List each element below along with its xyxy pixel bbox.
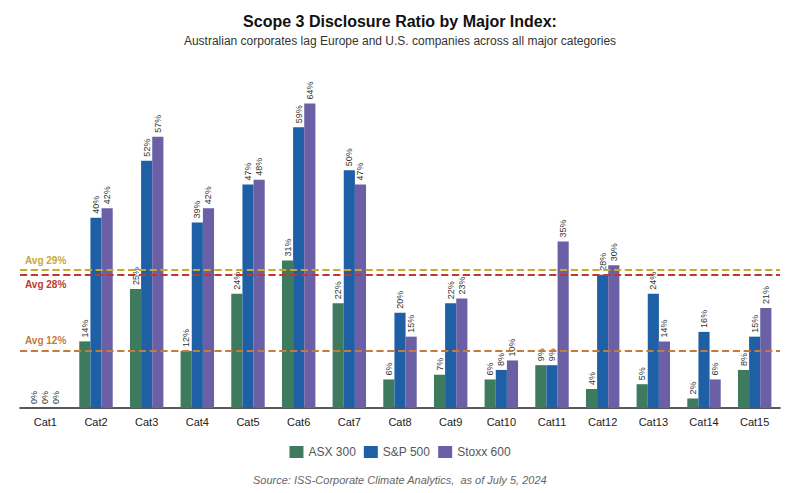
- svg-text:Stoxx 600: Stoxx 600: [457, 445, 511, 459]
- svg-text:22%: 22%: [333, 281, 343, 299]
- svg-text:15%: 15%: [406, 315, 416, 333]
- svg-text:Cat14: Cat14: [689, 416, 718, 428]
- svg-text:Avg 28%: Avg 28%: [25, 279, 66, 290]
- svg-text:48%: 48%: [254, 158, 264, 176]
- svg-text:15%: 15%: [750, 315, 760, 333]
- svg-text:Cat13: Cat13: [639, 416, 668, 428]
- svg-text:6%: 6%: [384, 362, 394, 375]
- svg-text:S&P 500: S&P 500: [383, 445, 430, 459]
- svg-text:Cat7: Cat7: [338, 416, 361, 428]
- svg-text:31%: 31%: [283, 239, 293, 257]
- svg-text:0%: 0%: [29, 391, 39, 404]
- svg-text:Cat11: Cat11: [538, 416, 567, 428]
- svg-text:42%: 42%: [203, 186, 213, 204]
- svg-text:20%: 20%: [395, 291, 405, 309]
- svg-text:7%: 7%: [435, 358, 445, 371]
- svg-text:9%: 9%: [547, 348, 557, 362]
- svg-text:24%: 24%: [648, 271, 659, 290]
- svg-text:Cat6: Cat6: [287, 416, 310, 428]
- svg-text:Avg 29%: Avg 29%: [25, 255, 66, 266]
- svg-text:24%: 24%: [231, 271, 242, 290]
- svg-text:23%: 23%: [457, 277, 467, 295]
- svg-text:14%: 14%: [80, 319, 90, 337]
- svg-text:Scope 3 Disclosure Ratio by Ma: Scope 3 Disclosure Ratio by Major Index:: [243, 13, 557, 30]
- svg-text:Cat8: Cat8: [388, 416, 411, 428]
- svg-text:Cat2: Cat2: [84, 416, 107, 428]
- svg-text:Cat3: Cat3: [135, 416, 158, 428]
- svg-text:8%: 8%: [496, 353, 506, 366]
- svg-text:57%: 57%: [153, 115, 163, 133]
- svg-text:Cat10: Cat10: [487, 416, 516, 428]
- svg-text:42%: 42%: [102, 186, 112, 204]
- svg-text:0%: 0%: [51, 391, 61, 404]
- svg-text:14%: 14%: [659, 319, 669, 337]
- svg-text:Cat5: Cat5: [236, 416, 259, 428]
- svg-text:59%: 59%: [294, 105, 304, 123]
- svg-text:6%: 6%: [710, 362, 720, 375]
- svg-text:5%: 5%: [637, 367, 647, 380]
- svg-text:8%: 8%: [739, 353, 749, 366]
- svg-text:6%: 6%: [485, 362, 495, 375]
- svg-text:52%: 52%: [142, 139, 152, 157]
- svg-text:Cat4: Cat4: [186, 416, 209, 428]
- svg-text:64%: 64%: [305, 82, 315, 100]
- svg-text:35%: 35%: [558, 219, 568, 237]
- svg-text:16%: 16%: [699, 310, 709, 328]
- svg-text:39%: 39%: [192, 200, 202, 218]
- svg-text:30%: 30%: [609, 243, 619, 261]
- svg-text:Avg 12%: Avg 12%: [25, 335, 66, 346]
- svg-text:Cat12: Cat12: [588, 416, 617, 428]
- svg-text:50%: 50%: [344, 148, 354, 166]
- svg-text:40%: 40%: [91, 196, 101, 214]
- svg-text:47%: 47%: [243, 162, 253, 180]
- svg-text:9%: 9%: [535, 348, 546, 362]
- svg-text:Cat15: Cat15: [740, 416, 769, 428]
- svg-text:10%: 10%: [507, 338, 517, 356]
- svg-text:28%: 28%: [598, 253, 608, 271]
- svg-text:0%: 0%: [40, 391, 50, 404]
- svg-text:Australian corporates lag Euro: Australian corporates lag Europe and U.S…: [184, 34, 616, 48]
- svg-text:25%: 25%: [130, 267, 141, 286]
- svg-text:47%: 47%: [355, 162, 365, 180]
- svg-text:22%: 22%: [446, 281, 456, 299]
- svg-text:12%: 12%: [181, 329, 191, 347]
- svg-text:Source: ISS-Corporate Climate: Source: ISS-Corporate Climate Analytics,…: [253, 474, 547, 486]
- svg-text:ASX 300: ASX 300: [308, 445, 356, 459]
- svg-text:21%: 21%: [761, 286, 771, 304]
- svg-text:Cat9: Cat9: [439, 416, 462, 428]
- svg-text:2%: 2%: [688, 381, 698, 394]
- svg-text:4%: 4%: [587, 372, 597, 385]
- svg-text:Cat1: Cat1: [34, 416, 57, 428]
